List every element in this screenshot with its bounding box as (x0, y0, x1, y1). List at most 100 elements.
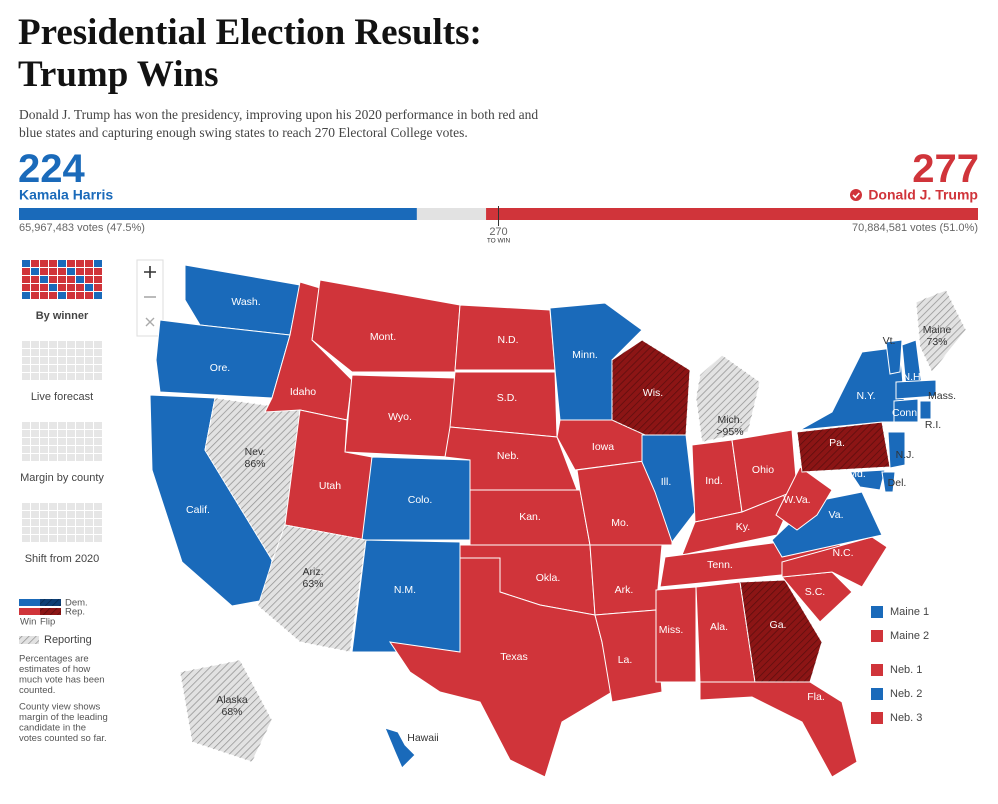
thumb-cell (76, 292, 84, 299)
state-hatch (612, 340, 690, 435)
thumb-cell (22, 284, 30, 291)
state-label: Ark. (615, 584, 634, 596)
state-shape (887, 431, 906, 469)
legend-rep: Rep. (65, 607, 85, 618)
state-label: Ariz. (303, 566, 324, 578)
state-shape (449, 371, 558, 438)
thumb-cell (67, 438, 75, 445)
thumb-cell (31, 511, 39, 518)
thumb-cell (67, 365, 75, 372)
state-label: Hawaii (407, 732, 439, 744)
thumb-cell (22, 527, 30, 534)
view-label: By winner (36, 310, 89, 322)
thumb-cell (94, 276, 102, 283)
subtitle-line: blue states and capturing enough swing s… (19, 125, 468, 140)
state-label: Md. (848, 468, 866, 480)
thumb-cell (94, 503, 102, 510)
state-label: N.M. (394, 584, 416, 596)
zoom-in[interactable] (144, 266, 156, 278)
thumb-cell (76, 341, 84, 348)
legend-dem: Dem. (65, 598, 88, 609)
thumb-cell (40, 422, 48, 429)
harris-electoral-votes: 224 (18, 147, 85, 191)
thumb-cell (85, 349, 93, 356)
state-label: Vt. (883, 335, 896, 347)
view-option[interactable]: Margin by county (20, 422, 104, 484)
thumb-cell (58, 511, 66, 518)
thumb-cell (49, 535, 57, 542)
thumb-cell (58, 292, 66, 299)
thumb-cell (94, 349, 102, 356)
view-option[interactable]: Shift from 2020 (22, 503, 102, 565)
district-swatch (871, 712, 883, 724)
state-label: Wyo. (388, 411, 412, 423)
legend-note: margin of the leading (19, 712, 108, 723)
state-label: N.H. (903, 371, 924, 383)
trump-bar (486, 208, 978, 220)
thumb-cell (49, 276, 57, 283)
thumb-cell (76, 454, 84, 461)
view-option[interactable]: By winner (22, 260, 102, 322)
thumb-cell (22, 519, 30, 526)
thumb-cell (31, 276, 39, 283)
thumb-cell (76, 373, 84, 380)
state-hatch (258, 525, 366, 652)
thumb-cell (58, 349, 66, 356)
thumb-cell (22, 268, 30, 275)
trump-electoral-votes: 277 (912, 147, 979, 191)
thumb-cell (76, 284, 84, 291)
thumb-cell (76, 535, 84, 542)
view-option[interactable]: Live forecast (22, 341, 102, 403)
thumb-cell (40, 519, 48, 526)
thumb-cell (49, 284, 57, 291)
district-label: Maine 2 (890, 630, 929, 642)
dem-win-swatch (19, 599, 40, 606)
subtitle-line: Donald J. Trump has won the presidency, … (19, 107, 538, 122)
thumb-cell (85, 292, 93, 299)
thumb-cell (58, 260, 66, 267)
district-label: Neb. 3 (890, 712, 922, 724)
state-label: Va. (829, 509, 844, 521)
thumb-cell (85, 446, 93, 453)
state-hatch (916, 290, 966, 372)
state-reporting: 73% (926, 336, 947, 348)
thumb-cell (94, 292, 102, 299)
state-shape (893, 398, 919, 423)
thumb-cell (94, 438, 102, 445)
thumb-cell (40, 430, 48, 437)
thumb-cell (85, 511, 93, 518)
legend-flip: Flip (40, 617, 55, 628)
thumb-cell (76, 422, 84, 429)
legend-note: estimates of how (19, 664, 90, 675)
state-label: Miss. (659, 624, 684, 636)
zoom-controls[interactable] (136, 259, 164, 337)
thumb-cell (76, 503, 84, 510)
thumb-cell (49, 341, 57, 348)
thumb-cell (94, 535, 102, 542)
state-label: Alaska (216, 694, 248, 706)
thumb-cell (40, 341, 48, 348)
state-label: Ind. (705, 475, 723, 487)
state-label: La. (618, 654, 633, 666)
thumb-cell (67, 349, 75, 356)
state-label: Mo. (611, 517, 629, 529)
thumb-cell (40, 446, 48, 453)
thumb-cell (31, 422, 39, 429)
state-shape (641, 434, 696, 544)
thumb-cell (58, 503, 66, 510)
thumb-cell (67, 430, 75, 437)
state-label: Ky. (736, 521, 750, 533)
thumb-cell (22, 292, 30, 299)
state-label: Utah (319, 480, 341, 492)
thumb-cell (94, 373, 102, 380)
thumb-cell (94, 365, 102, 372)
state-shape (885, 339, 903, 375)
thumb-cell (76, 519, 84, 526)
trump-votes: 70,884,581 votes (51.0%) (852, 222, 978, 234)
state-label: Calif. (186, 504, 210, 516)
zoom-reset[interactable] (145, 317, 155, 327)
district-swatch (871, 688, 883, 700)
state-label: R.I. (925, 419, 941, 431)
state-label: Maine (923, 324, 952, 336)
thumb-cell (31, 438, 39, 445)
